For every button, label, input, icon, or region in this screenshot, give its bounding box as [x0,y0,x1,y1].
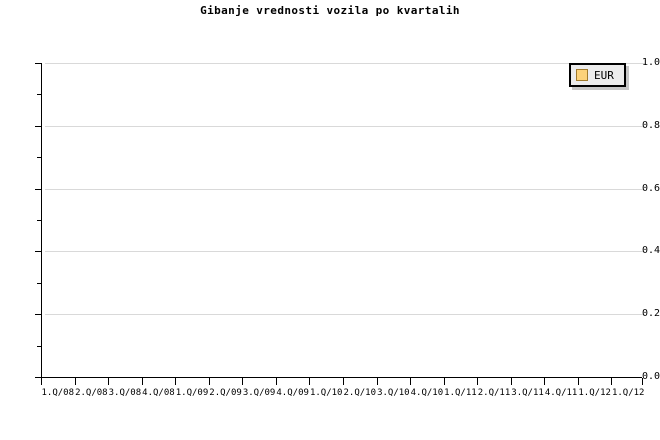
x-tick [175,378,176,385]
y-tick-minor [37,283,42,284]
x-tick-label: 1.Q/08 [41,388,75,398]
x-tick-label: 2.Q/11 [477,388,511,398]
y-tick-label: 0.0 [641,371,660,382]
x-tick-label: 3.Q/09 [242,388,276,398]
gridline [45,63,645,64]
x-tick-label: 2.Q/08 [75,388,108,398]
y-tick-major [35,189,42,190]
y-tick-major [35,377,42,378]
y-tick-label: 0.4 [641,245,660,256]
x-tick [142,378,143,385]
x-tick-label: 3.Q/08 [108,388,142,398]
x-tick-label: 1.Q/11 [444,388,477,398]
gridline [45,251,645,252]
x-tick-label: 2.Q/09 [209,388,242,398]
x-tick [410,378,411,385]
y-tick-major [35,63,42,64]
x-tick [377,378,378,385]
x-tick [444,378,445,385]
chart-title: Gibanje vrednosti vozila po kvartalih [200,4,460,17]
y-tick-minor [37,94,42,95]
x-tick [209,378,210,385]
y-tick-major [35,126,42,127]
x-tick [578,378,579,385]
x-axis-line [41,377,642,378]
y-tick-label: 0.2 [641,308,660,319]
y-tick-label: 0.6 [641,183,660,194]
x-tick [276,378,277,385]
x-tick-label: 3.Q/10 [377,388,410,398]
legend-label-eur: EUR [594,68,614,82]
x-tick-label: 1.Q/09 [175,388,209,398]
y-tick-label: 1.0 [641,57,660,68]
x-tick-label: 4.Q/10 [410,388,444,398]
gridline [45,126,645,127]
x-tick [477,378,478,385]
x-tick [511,378,512,385]
x-tick [41,378,42,385]
x-tick [75,378,76,385]
x-tick [642,378,643,385]
y-tick-label: 0.8 [641,120,660,131]
x-tick [242,378,243,385]
x-tick-label: 4.Q/08 [142,388,175,398]
y-tick-major [35,314,42,315]
x-tick [309,378,310,385]
x-tick-label: 1.Q/12 [578,388,611,398]
chart-legend[interactable]: EUR [569,63,626,87]
x-tick-label: 2.Q/10 [343,388,377,398]
gridline [45,314,645,315]
gridline [45,189,645,190]
x-tick [343,378,344,385]
y-tick-minor [37,346,42,347]
x-tick-label: 4.Q/09 [276,388,309,398]
x-tick [544,378,545,385]
x-tick [108,378,109,385]
x-tick [611,378,612,385]
y-tick-major [35,251,42,252]
x-tick-label: 1.Q/10 [309,388,343,398]
legend-swatch-eur-icon [576,69,588,81]
series-plot-layer [41,63,645,377]
x-tick-label: 4.Q/11 [544,388,578,398]
x-tick-label: 3.Q/11 [511,388,544,398]
x-tick-label: 1.Q/12 [611,388,645,398]
y-tick-minor [37,157,42,158]
y-tick-minor [37,220,42,221]
